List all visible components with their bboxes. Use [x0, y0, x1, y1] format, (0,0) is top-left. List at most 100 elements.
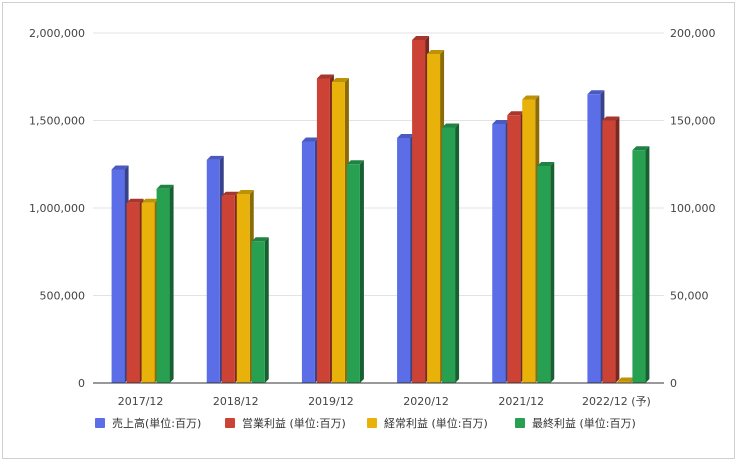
- legend-swatch: [95, 418, 105, 428]
- legend-label: 売上高(単位:百万): [112, 416, 201, 430]
- x-tick-label: 2022/12 (予): [582, 395, 651, 408]
- grid-lines: [93, 32, 664, 296]
- bar-front: [331, 82, 345, 383]
- legend-item: 経常利益 (単位:百万): [367, 416, 488, 430]
- bar-front: [126, 202, 140, 383]
- bar-front: [111, 169, 125, 383]
- bar-top: [301, 137, 319, 142]
- bar-top: [427, 50, 445, 54]
- bar-front: [492, 124, 506, 383]
- legend-item: 売上高(単位:百万): [95, 416, 201, 430]
- bar-front: [537, 166, 551, 383]
- y-right-tick-label: 100,000: [670, 202, 716, 215]
- bar-front: [442, 127, 456, 383]
- bar-top: [537, 162, 555, 166]
- bar-front: [316, 78, 330, 383]
- y-left-tick-label: 1,000,000: [29, 202, 85, 215]
- bar: [126, 198, 144, 383]
- bar: [301, 137, 319, 383]
- legend-swatch: [225, 418, 235, 428]
- x-tick-label: 2021/12: [498, 395, 544, 408]
- bar: [221, 191, 239, 383]
- bar: [587, 90, 605, 383]
- y-right-tick-label: 150,000: [670, 115, 716, 128]
- bar-top: [442, 123, 460, 128]
- bar-front: [587, 94, 601, 383]
- legend-swatch: [367, 418, 377, 428]
- y-right-tick-label: 200,000: [670, 27, 716, 40]
- bar-front: [156, 188, 170, 383]
- right-axis-ticks: 0 50,000 100,000 150,000 200,000: [670, 27, 716, 390]
- bar-top: [126, 198, 144, 203]
- bar: [156, 184, 174, 383]
- bar-top: [206, 155, 224, 160]
- bar-side: [169, 184, 174, 383]
- x-tick-label: 2019/12: [308, 395, 354, 408]
- legend-label: 営業利益 (単位:百万): [242, 416, 346, 430]
- bar-top: [632, 146, 650, 151]
- bar-front: [507, 115, 521, 383]
- x-tick-label: 2020/12: [403, 395, 449, 408]
- bar: [602, 116, 620, 383]
- y-right-tick-label: 50,000: [670, 290, 709, 303]
- bar-top: [251, 237, 269, 242]
- bar: [346, 160, 364, 383]
- legend-label: 経常利益 (単位:百万): [384, 416, 488, 430]
- bar: [537, 162, 555, 383]
- bar-top: [522, 95, 540, 100]
- bar: [522, 95, 540, 383]
- bar-top: [236, 190, 254, 194]
- bar-front: [397, 138, 411, 383]
- bar-side: [359, 160, 364, 383]
- bar-top: [156, 184, 174, 189]
- chart-frame: 0 500,000 1,000,000 1,500,000 2,000,000 0 50,…: [2, 2, 735, 459]
- x-tick-label: 2018/12: [213, 395, 259, 408]
- bar-top: [617, 377, 635, 382]
- bar-front: [522, 99, 536, 383]
- bar-front: [632, 150, 646, 383]
- bar-front: [427, 54, 441, 383]
- bar-top: [141, 198, 159, 203]
- bar-front: [221, 195, 235, 383]
- y-left-tick-label: 1,500,000: [29, 115, 85, 128]
- y-left-tick-label: 0: [78, 377, 85, 390]
- bar-top: [412, 36, 430, 40]
- left-axis-ticks: 0 500,000 1,000,000 1,500,000 2,000,000: [29, 27, 85, 390]
- bar-top: [492, 120, 510, 124]
- bar-top: [602, 116, 620, 121]
- bar-front: [141, 202, 155, 383]
- bar: [492, 120, 510, 383]
- bar-top: [316, 74, 334, 79]
- bar: [507, 111, 525, 383]
- bar-top: [397, 134, 415, 138]
- combo-bar-chart: 0 500,000 1,000,000 1,500,000 2,000,000 0 50,…: [29, 27, 716, 430]
- bar-top: [507, 111, 525, 116]
- bar-top: [331, 78, 349, 82]
- bar-top: [221, 191, 239, 196]
- bar-top: [346, 160, 364, 165]
- y-right-tick-label: 0: [670, 377, 677, 390]
- bar: [206, 155, 224, 383]
- bar: [331, 78, 349, 383]
- bar: [442, 123, 460, 383]
- bar: [412, 36, 430, 383]
- bar-front: [412, 40, 426, 383]
- bar-top: [587, 90, 605, 95]
- bar-side: [615, 116, 620, 383]
- bar: [111, 165, 129, 383]
- bar-front: [301, 141, 315, 383]
- bar-front: [602, 120, 616, 383]
- legend: 売上高(単位:百万) 営業利益 (単位:百万) 経常利益 (単位:百万) 最終利益 (…: [95, 416, 636, 430]
- bar: [236, 190, 254, 383]
- bar: [632, 146, 650, 383]
- bar-side: [645, 146, 650, 383]
- bar: [397, 134, 415, 383]
- bar: [617, 377, 635, 383]
- legend-swatch: [515, 418, 525, 428]
- bar-front: [236, 194, 250, 383]
- bar: [141, 198, 159, 383]
- bar-side: [550, 162, 555, 383]
- legend-item: 最終利益 (単位:百万): [515, 416, 636, 430]
- bar-front: [206, 159, 220, 383]
- bar: [251, 237, 269, 383]
